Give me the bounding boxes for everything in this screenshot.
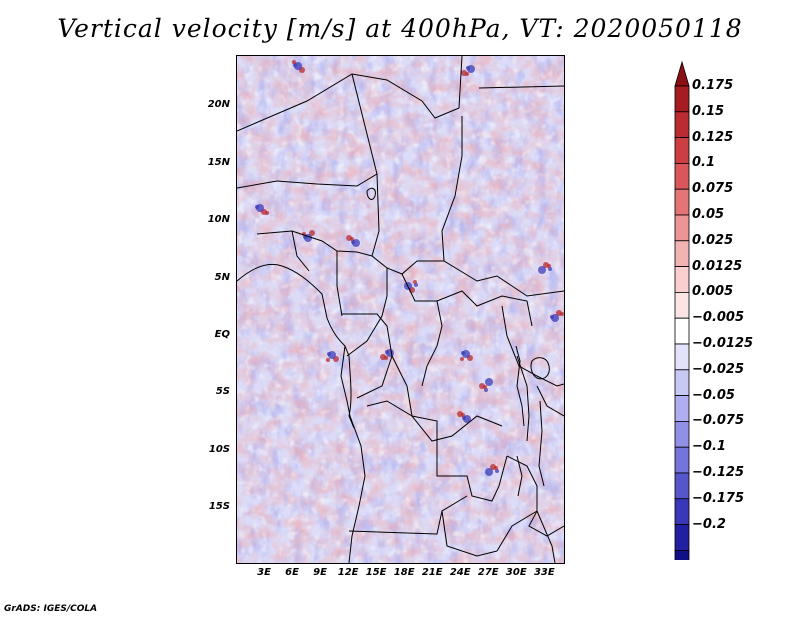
colorbar-segment [674,395,690,422]
lon-tick-label: 24E [449,567,471,578]
colorbar-label: 0.1 [692,155,716,171]
velocity-cell [462,350,470,358]
lat-tick-label: 15S [208,500,230,512]
velocity-cell [538,266,546,274]
colorbar-label: 0.125 [692,129,734,145]
colorbar-segment [674,317,690,345]
velocity-cell [292,60,296,64]
colorbar-segment [674,214,690,242]
lon-tick-label: 33E [533,567,555,578]
lon-tick-label: 9E [313,567,327,578]
colorbar-label: −0.005 [692,310,745,326]
colorbar-label: 0.025 [692,232,734,248]
colorbar-segment [674,549,690,560]
colorbar-segment [674,137,690,164]
map-panel [236,55,565,564]
colorbar-label: −0.2 [692,516,726,532]
strong-velocity-cells [255,60,564,476]
colorbar-label: −0.0125 [692,336,754,351]
velocity-cell [294,62,302,70]
velocity-cell [551,314,559,322]
velocity-cell [460,357,464,361]
velocity-cell [265,211,269,215]
lon-tick-label: 6E [285,567,299,578]
lon-tick-label: 27E [477,567,499,578]
vertical-velocity-field [237,56,564,563]
colorbar-label: −0.125 [692,465,745,480]
colorbar-label: −0.1 [692,439,726,455]
velocity-cell [256,204,264,212]
velocity-cell [350,237,354,241]
country-borders [237,56,564,563]
velocity-cell [465,72,469,76]
lat-tick-label: 5N [214,271,230,283]
colorbar-segment [674,369,690,396]
colorbar-label: 0.15 [692,103,725,119]
velocity-cell [467,65,475,73]
velocity-cell [328,351,336,359]
velocity-cell [386,349,394,357]
velocity-cell [309,230,315,236]
velocity-cell [384,356,388,360]
colorbar-label: 0.175 [692,78,734,93]
velocity-cell [463,415,471,423]
colorbar-label: −0.075 [692,413,745,429]
lon-tick-label: 15E [365,567,387,578]
velocity-cell [326,358,330,362]
colorbar-label: 0.005 [692,284,734,300]
colorbar-segment [674,343,690,371]
colorbar-segment [674,472,690,500]
colorbar-label: 0.05 [692,207,725,222]
colorbar-segment [674,446,690,474]
velocity-cell [461,413,465,417]
colorbar-label: 0.0125 [692,258,743,274]
velocity-cell [413,280,417,284]
lat-tick-label: 10S [208,443,230,455]
lon-tick-label: 12E [337,567,359,578]
velocity-cell [483,385,487,389]
lat-tick-label: 15N [207,156,230,168]
colorbar-segment [674,498,690,525]
colorbar-top-arrow [674,60,690,87]
plot-title: Vertical velocity [m/s] at 400hPa, VT: 2… [57,14,743,43]
lat-tick-label: EQ [214,328,230,340]
velocity-cell [494,466,498,470]
lat-tick-label: 20N [207,99,230,111]
velocity-cell [560,312,564,316]
colorbar-segment [674,240,690,268]
lon-tick-label: 30E [505,567,527,578]
velocity-cell [352,239,360,247]
colorbar-segment [674,85,690,113]
velocity-cell [547,264,551,268]
velocity-cell [485,378,493,386]
colorbar-segment [674,163,690,190]
lon-tick-label: 3E [257,567,271,578]
colorbar-segment [674,291,690,319]
lon-tick-label: 18E [393,567,415,578]
velocity-cell [485,468,493,476]
lat-tick-label: 10N [207,214,230,226]
grads-credit: GrADS: IGES/COLA [4,604,98,614]
lat-tick-label: 5S [215,386,230,398]
colorbar-label: −0.175 [692,490,745,506]
colorbar-segment [674,266,690,293]
colorbar-segment [674,111,690,138]
colorbar-segment [674,188,690,216]
lon-tick-label: 21E [421,567,443,578]
colorbar-label: −0.05 [692,387,735,403]
colorbar-segment [674,420,690,448]
colorbar-segment [674,524,690,551]
colorbar-label: 0.075 [692,181,734,197]
colorbar-label: −0.025 [692,361,745,377]
colorbar [674,60,690,560]
